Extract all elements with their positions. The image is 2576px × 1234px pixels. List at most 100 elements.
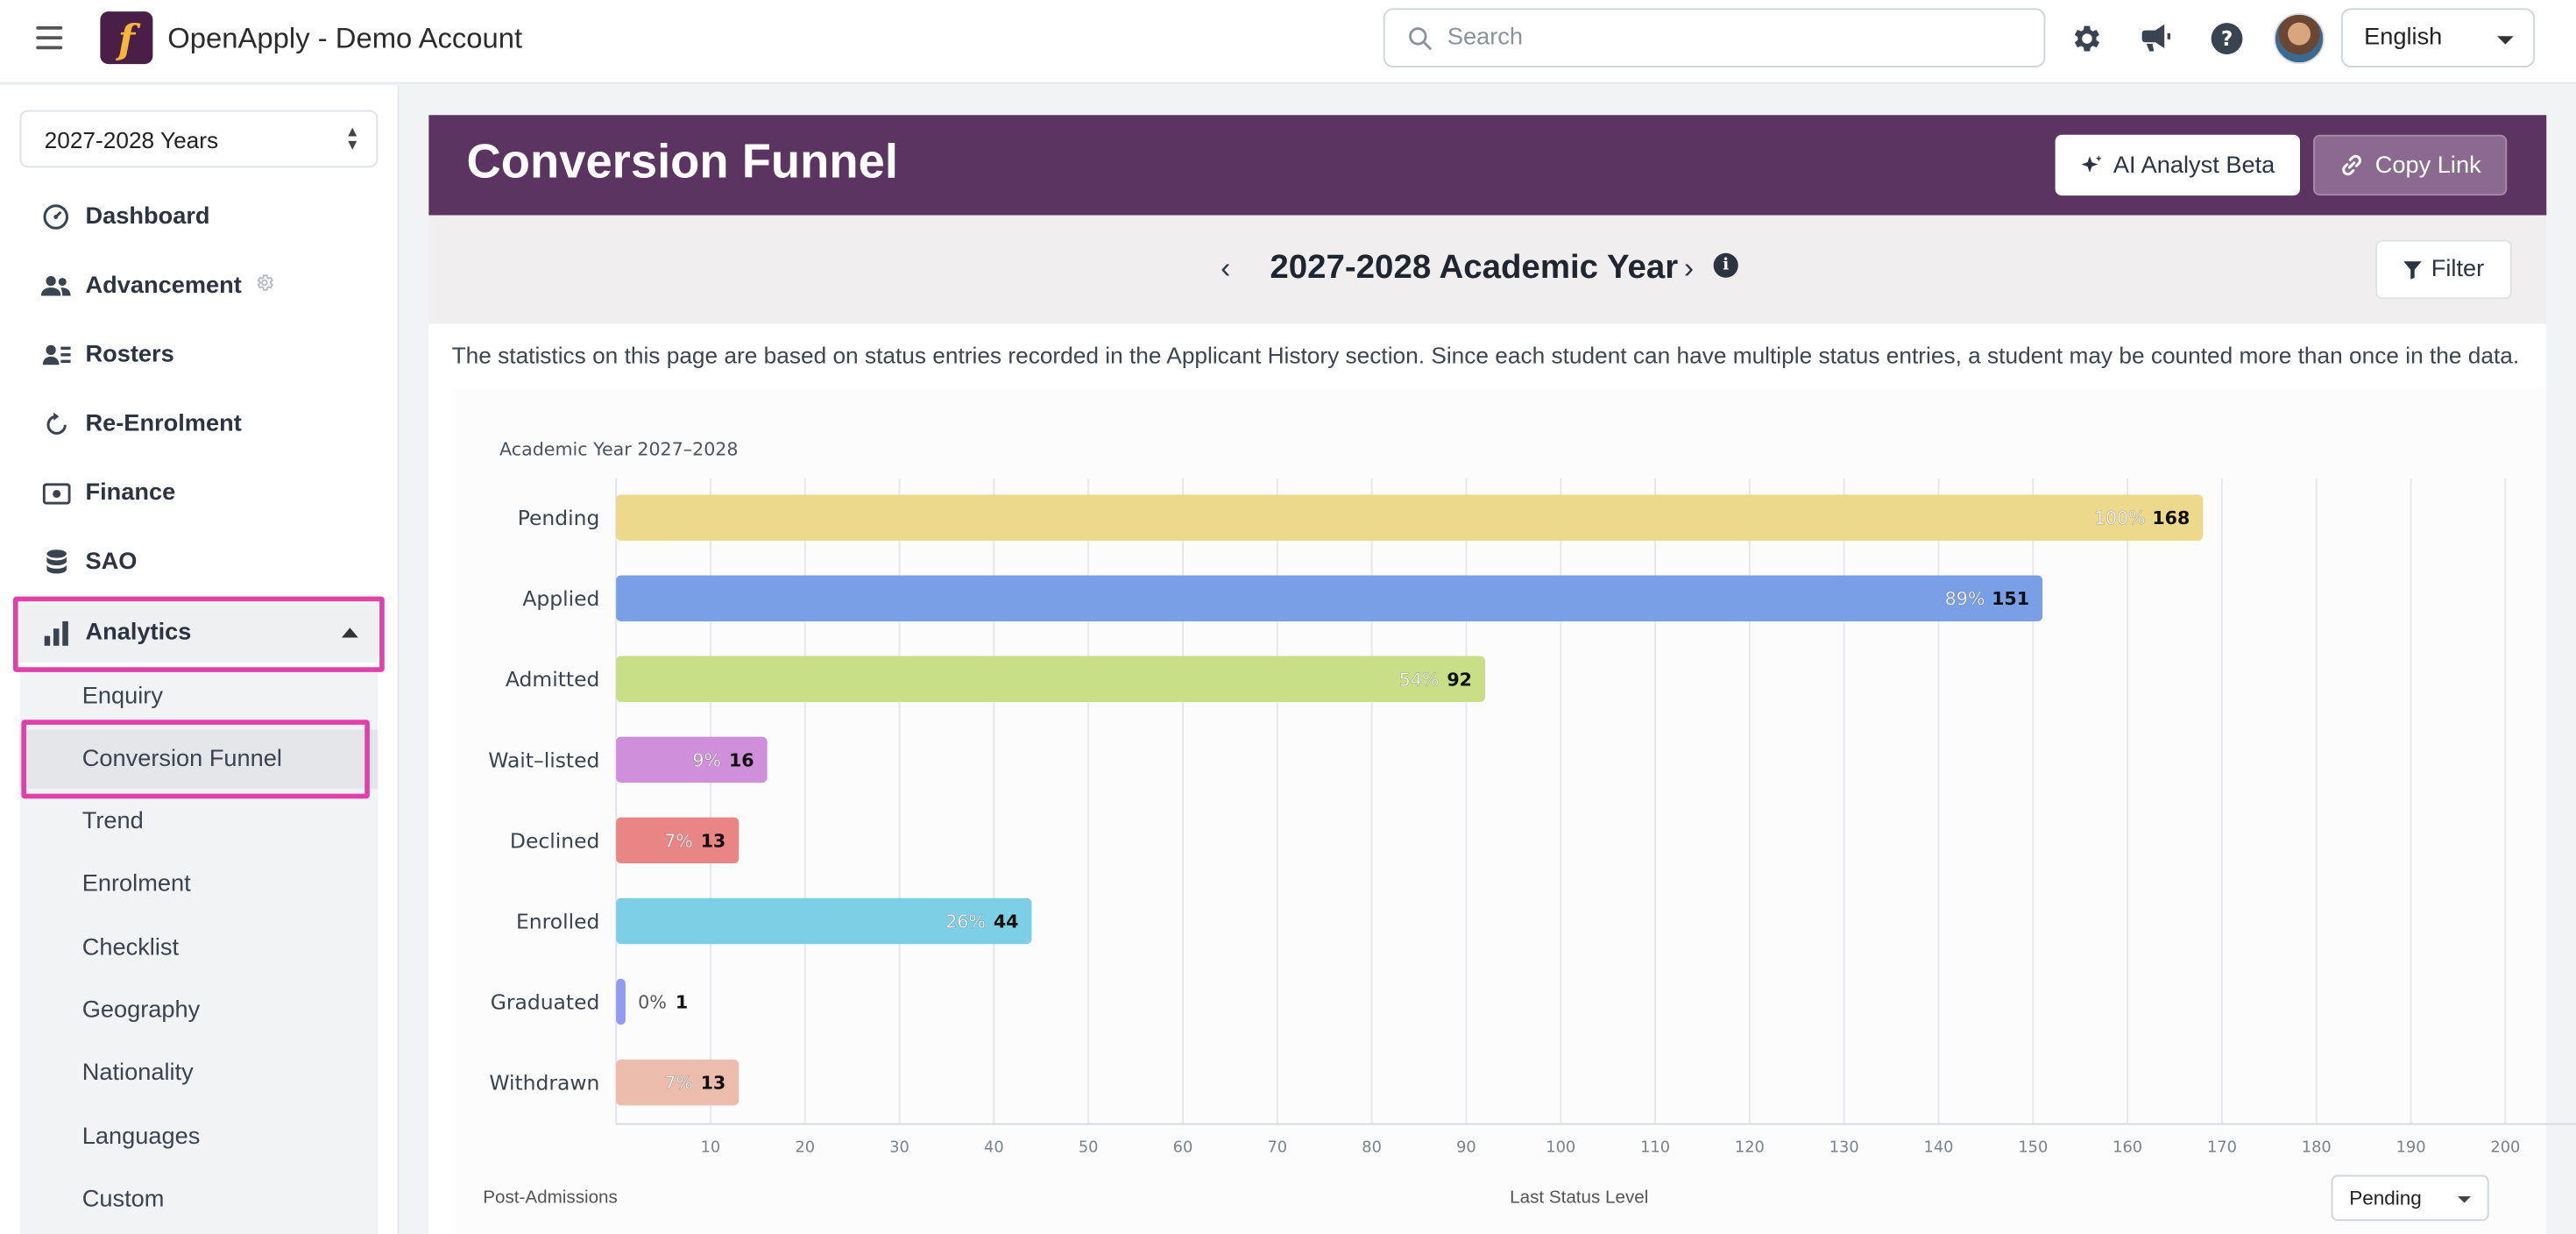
gear-icon[interactable]	[2067, 20, 2103, 56]
percent-label: 100%	[2094, 507, 2146, 528]
sidebar-item-sao[interactable]: SAO	[20, 533, 379, 592]
language-select[interactable]: English	[2340, 8, 2536, 67]
submenu-item[interactable]: Trend	[81, 808, 144, 835]
database-icon	[41, 547, 71, 577]
chevron-up-icon	[342, 628, 358, 638]
percent-label: 7%	[664, 1073, 693, 1094]
search-input[interactable]	[1447, 21, 2023, 54]
filter-button[interactable]: Filter	[2375, 239, 2512, 300]
bar	[616, 1059, 740, 1106]
sidebar-item-label: Analytics	[85, 619, 192, 646]
sidebar-item-finance[interactable]: Finance	[20, 464, 379, 523]
x-tick-label: 180	[2302, 1138, 2332, 1156]
ai-analyst-button[interactable]: AI Analyst Beta	[2055, 134, 2300, 196]
submenu-item-active[interactable]: Conversion Funnel	[19, 729, 379, 789]
sidebar-item-label: SAO	[85, 549, 138, 576]
info-icon[interactable]: i	[1713, 252, 1738, 278]
sidebar-item-re-enrolment[interactable]: Re-Enrolment	[20, 394, 379, 454]
page-header: Conversion Funnel AI Analyst Beta Copy L…	[428, 115, 2547, 216]
value-label: 44	[994, 911, 1019, 932]
x-tick-label: 10	[701, 1138, 721, 1156]
percent-label: 0%	[638, 992, 667, 1013]
x-tick-label: 140	[1924, 1138, 1954, 1156]
percent-label: 9%	[692, 749, 721, 770]
chevron-right-icon[interactable]: ›	[1683, 251, 1695, 285]
search-box[interactable]	[1383, 8, 2046, 67]
value-label: 92	[1447, 669, 1472, 690]
x-tick-label: 160	[2112, 1138, 2142, 1156]
sidebar-item-advancement[interactable]: Advancement	[20, 257, 379, 316]
submenu-item[interactable]: Enrolment	[81, 870, 191, 897]
ai-analyst-label: AI Analyst Beta	[2112, 152, 2275, 179]
bar	[616, 817, 740, 864]
sidebar-item-label: Dashboard	[85, 203, 210, 230]
x-tick-label: 90	[1456, 1138, 1476, 1156]
year-select[interactable]: 2027-2028 Years ▲ ▼	[19, 110, 379, 168]
x-tick-label: 100	[1546, 1138, 1575, 1156]
language-label: English	[2364, 25, 2443, 52]
svg-text:?: ?	[2220, 26, 2233, 50]
chevron-left-icon[interactable]: ‹	[1221, 251, 1231, 285]
bar	[616, 897, 1032, 945]
main-panel: Conversion Funnel AI Analyst Beta Copy L…	[428, 115, 2547, 1234]
filter-label: Filter	[2431, 256, 2485, 283]
submenu-item[interactable]: Languages	[81, 1124, 201, 1151]
status-level-select[interactable]: Pending	[2331, 1174, 2489, 1222]
help-icon[interactable]: ?	[2208, 20, 2244, 56]
megaphone-icon[interactable]	[2137, 20, 2173, 56]
search-icon	[1409, 27, 1432, 50]
x-tick-label: 20	[795, 1138, 815, 1156]
submenu-item[interactable]: Custom	[81, 1186, 165, 1213]
post-admissions-label: Post-Admissions	[483, 1188, 618, 1209]
value-label: 168	[2152, 507, 2190, 528]
value-label: 1	[676, 992, 688, 1013]
academic-year-title: 2027-2028 Academic Year	[1270, 248, 1679, 287]
bar	[616, 978, 626, 1025]
statistics-note: The statistics on this page are based on…	[451, 342, 2520, 368]
bar	[616, 736, 768, 784]
category-label: Enrolled	[516, 909, 599, 933]
highlight-box-conversion-funnel	[21, 720, 370, 799]
app-logo[interactable]: f	[100, 11, 153, 65]
category-label: Declined	[510, 828, 599, 853]
sidebar-item-analytics[interactable]: Analytics	[19, 603, 379, 663]
roster-icon	[41, 340, 71, 370]
x-tick-label: 110	[1640, 1138, 1670, 1156]
submenu-item[interactable]: Enquiry	[81, 684, 163, 710]
submenu-item[interactable]: Checklist	[81, 934, 180, 961]
percent-label: 89%	[1945, 588, 1985, 609]
submenu-item[interactable]: Nationality	[81, 1060, 194, 1087]
sidebar-item-label: Advancement	[85, 273, 242, 300]
menu-icon[interactable]	[36, 26, 63, 50]
x-tick-label: 80	[1362, 1138, 1382, 1156]
chevron-down-icon	[2458, 1196, 2471, 1203]
status-level-value: Pending	[2349, 1186, 2422, 1209]
users-icon	[40, 271, 71, 301]
category-label: Wait–listed	[488, 748, 599, 772]
analytics-submenu: Enquiry Conversion Funnel Trend Enrolmen…	[19, 667, 379, 1234]
x-tick-label: 190	[2396, 1138, 2426, 1156]
category-label: Pending	[518, 506, 600, 530]
value-label: 13	[701, 1073, 726, 1094]
page-title: Conversion Funnel	[466, 136, 898, 189]
x-tick-label: 120	[1735, 1138, 1765, 1156]
sidebar-item-label: Rosters	[85, 342, 174, 368]
x-tick-label: 130	[1829, 1138, 1859, 1156]
copy-link-button[interactable]: Copy Link	[2313, 134, 2508, 196]
submenu-item[interactable]: Geography	[81, 997, 201, 1025]
value-label: 151	[1992, 588, 2029, 609]
last-status-level-label: Last Status Level	[1510, 1188, 1649, 1209]
x-tick-label: 50	[1079, 1138, 1099, 1156]
settings-icon[interactable]	[255, 273, 275, 299]
sidebar-item-rosters[interactable]: Rosters	[20, 325, 379, 385]
percent-label: 26%	[945, 911, 986, 932]
sidebar-item-dashboard[interactable]: Dashboard	[20, 188, 379, 247]
sidebar-item-label: Re-Enrolment	[85, 410, 242, 437]
bar	[616, 575, 2043, 621]
avatar[interactable]	[2274, 13, 2325, 65]
year-select-label: 2027-2028 Years	[44, 126, 219, 153]
x-tick-label: 70	[1267, 1138, 1287, 1156]
bar	[616, 656, 1485, 702]
x-tick-label: 40	[984, 1138, 1004, 1156]
